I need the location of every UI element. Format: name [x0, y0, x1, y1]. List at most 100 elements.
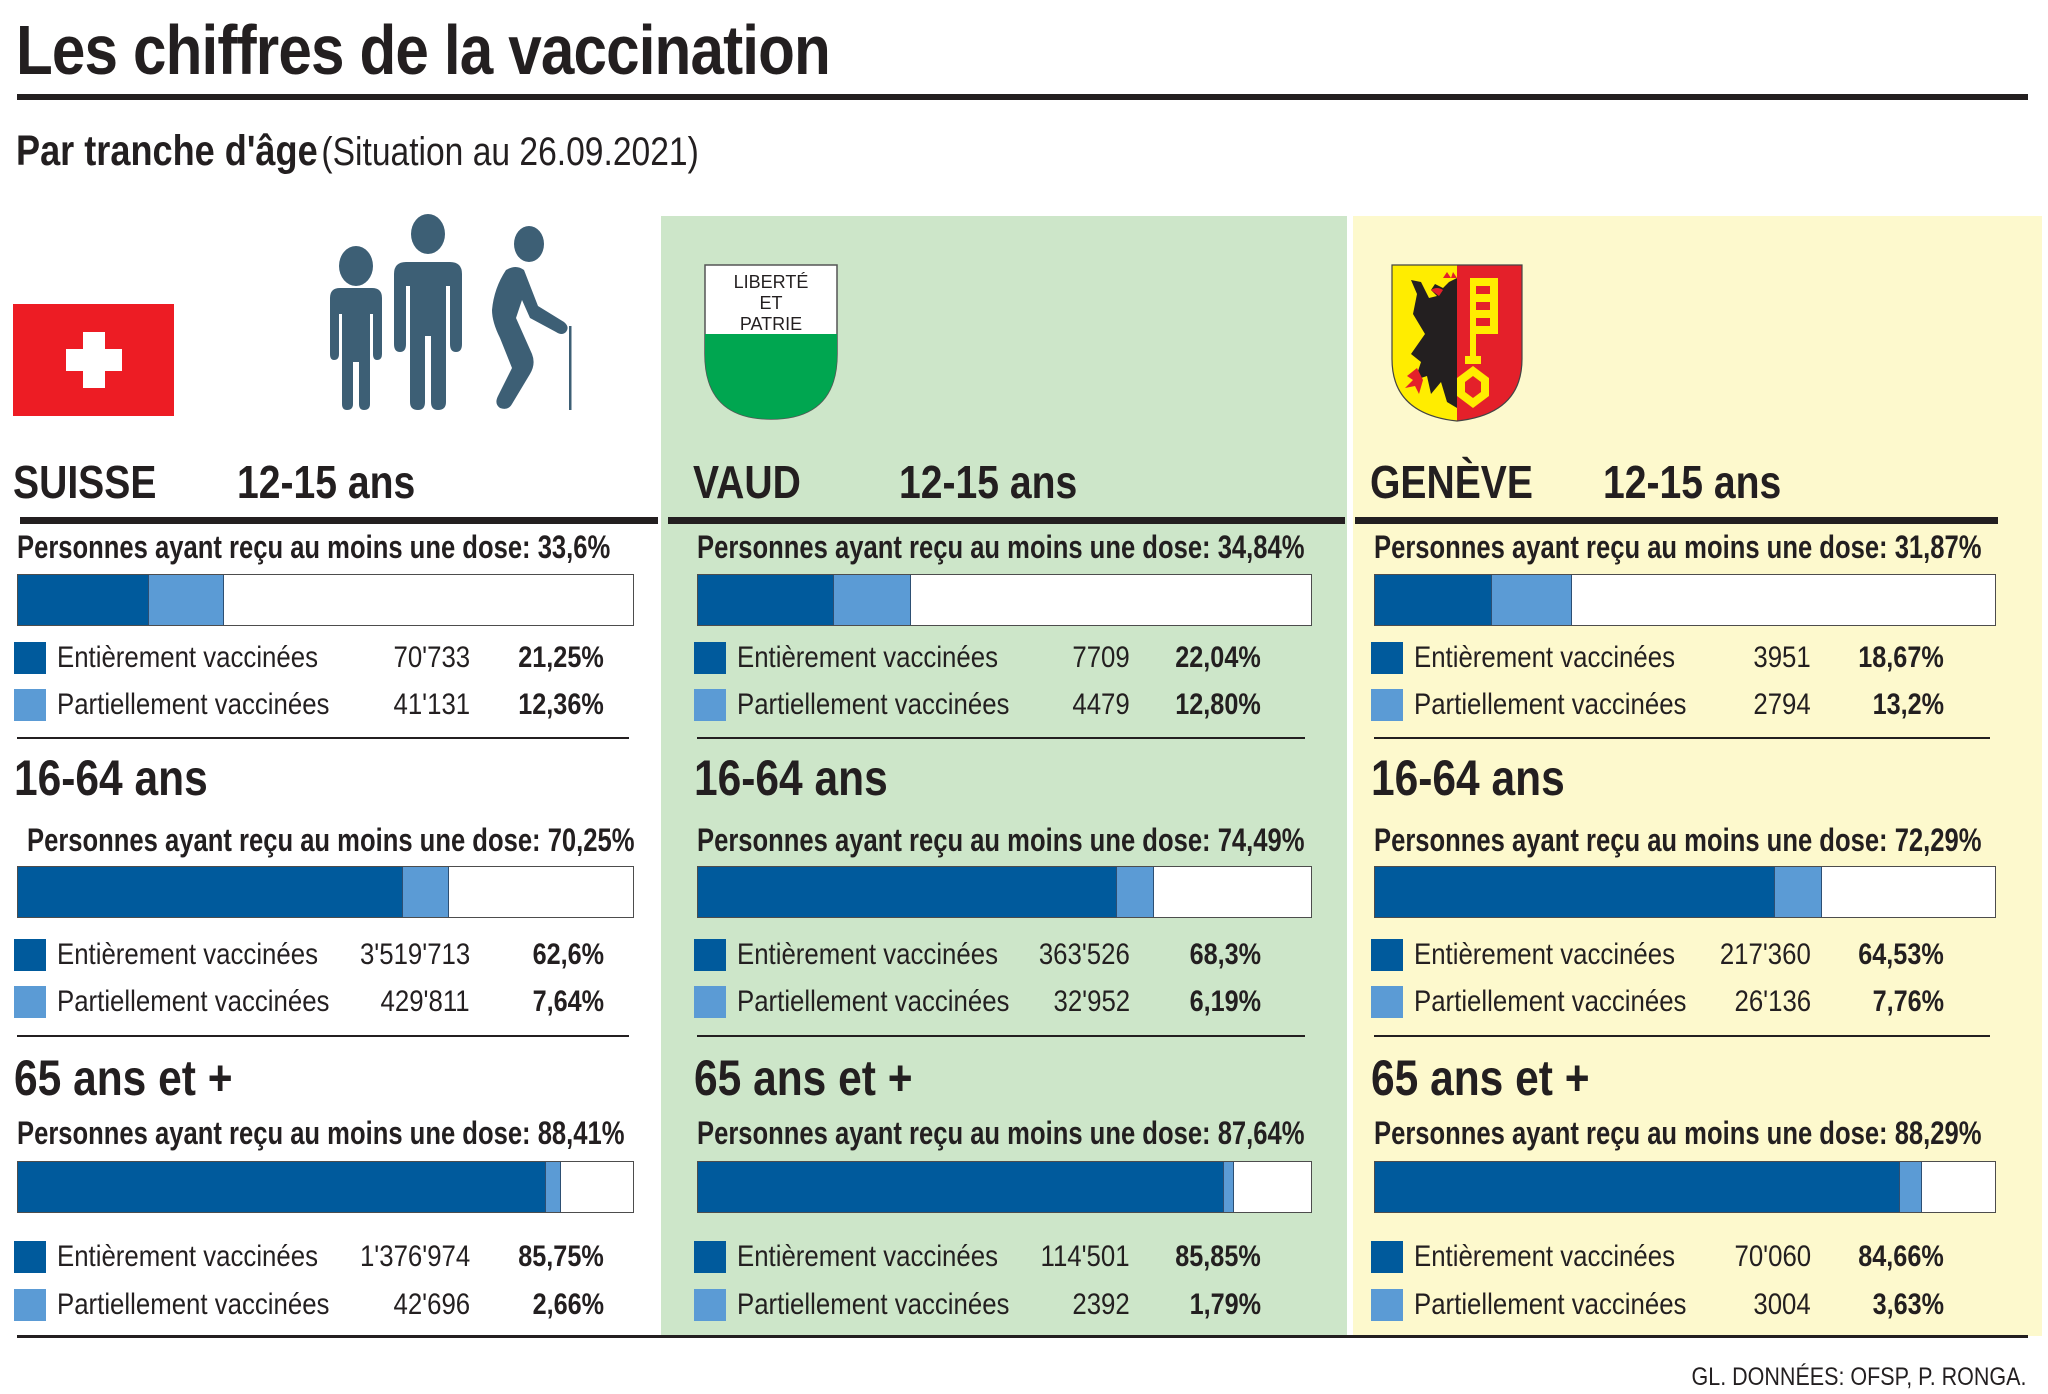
legend-row-partially-vaccinated: Partiellement vaccinées 42'696 2,66%: [14, 1285, 657, 1325]
legend-swatch-light-blue: [1371, 1289, 1403, 1321]
source-credit: GL. DONNÉES: OFSP, P. RONGA.: [1637, 1360, 2026, 1394]
legend-count-text: 3951: [1753, 641, 1811, 674]
legend-swatch-light-blue: [694, 986, 726, 1018]
geneve-coat-of-arms-icon: [1391, 264, 1523, 422]
legend-swatch-dark-blue: [694, 1241, 726, 1273]
vaud-shield-line-3: PATRIE: [740, 314, 802, 334]
region-column-geneve: GENÈVE 12-15 ans Personnes ayant reçu au m…: [1355, 0, 2026, 1392]
vaccination-bar: [697, 574, 1312, 626]
legend-percent-text: 1,79%: [1189, 1288, 1261, 1321]
legend-count-text: 70'060: [1734, 1240, 1811, 1273]
legend-percent: 62,6%: [404, 935, 604, 975]
vaccination-bar: [1374, 574, 1996, 626]
heading-rule: [1355, 517, 1998, 524]
legend-label: Entièrement vaccinées: [737, 638, 1041, 678]
at-least-one-dose-text: Personnes ayant reçu au moins une dose: …: [1374, 1115, 1982, 1151]
legend-count-text: 32'952: [1053, 985, 1130, 1018]
legend-percent: 64,53%: [1744, 935, 1944, 975]
legend-percent-text: 2,66%: [532, 1288, 604, 1321]
source-credit-text: GL. DONNÉES: OFSP, P. RONGA.: [1691, 1363, 2026, 1391]
legend-percent-text: 18,67%: [1858, 641, 1944, 674]
at-least-one-dose-text: Personnes ayant reçu au moins une dose: …: [17, 529, 611, 565]
region-name: SUISSE: [13, 456, 157, 508]
region-column-vaud: VAUD 12-15 ans Personnes ayant reçu au moi…: [668, 0, 1345, 1392]
age-group-label: 65 ans et +: [694, 1050, 913, 1106]
page-title: Les chiffres de la vaccination: [16, 10, 962, 90]
legend-percent: 2,66%: [404, 1285, 604, 1325]
at-least-one-dose-text: Personnes ayant reçu au moins une dose: …: [697, 822, 1305, 858]
vaccination-bar: [1374, 866, 1996, 918]
legend-row-partially-vaccinated: Partiellement vaccinées 41'131 12,36%: [14, 685, 657, 725]
group-divider: [1374, 737, 1990, 739]
legend-percent: 7,64%: [404, 982, 604, 1022]
legend-label-text: Partiellement vaccinées: [737, 1288, 1010, 1321]
age-group-label: 12-15 ans: [899, 456, 1078, 508]
region-heading: VAUD: [693, 452, 820, 512]
legend-label-text: Partiellement vaccinées: [1414, 985, 1687, 1018]
legend-label: Entièrement vaccinées: [1414, 1237, 1718, 1277]
legend-percent: 12,80%: [1061, 685, 1261, 725]
legend-count: 3'519'713: [270, 935, 470, 975]
legend-label-text: Entièrement vaccinées: [57, 1240, 319, 1273]
at-least-one-dose-label: Personnes ayant reçu au moins une dose: …: [1374, 527, 2048, 567]
at-least-one-dose-text: Personnes ayant reçu au moins une dose: …: [17, 1115, 625, 1151]
page-title-text: Les chiffres de la vaccination: [16, 11, 831, 89]
legend-percent: 7,76%: [1744, 982, 1944, 1022]
legend-count-text: 42'696: [393, 1288, 470, 1321]
bar-segment-fully-vaccinated: [1375, 575, 1491, 625]
legend-percent: 18,67%: [1744, 638, 1944, 678]
legend-percent-text: 84,66%: [1858, 1240, 1944, 1273]
vaccination-bar: [697, 866, 1312, 918]
legend-row-partially-vaccinated: Partiellement vaccinées 4479 12,80%: [694, 685, 1337, 725]
legend-count-text: 363'526: [1038, 938, 1130, 971]
legend-count-text: 4479: [1072, 688, 1130, 721]
legend-label-text: Partiellement vaccinées: [57, 688, 330, 721]
age-group-label: 16-64 ans: [694, 750, 888, 806]
legend-percent: 85,85%: [1061, 1237, 1261, 1277]
age-group-label: 16-64 ans: [14, 750, 208, 806]
legend-swatch-light-blue: [1371, 986, 1403, 1018]
legend-percent: 3,63%: [1744, 1285, 1944, 1325]
legend-row-fully-vaccinated: Entièrement vaccinées 70'060 84,66%: [1371, 1237, 2014, 1277]
legend-count-text: 3'519'713: [359, 938, 470, 971]
legend-row-partially-vaccinated: Partiellement vaccinées 2392 1,79%: [694, 1285, 1337, 1325]
vaccination-bar: [697, 1161, 1312, 1213]
legend-row-partially-vaccinated: Partiellement vaccinées 2794 13,2%: [1371, 685, 2014, 725]
legend-row-fully-vaccinated: Entièrement vaccinées 363'526 68,3%: [694, 935, 1337, 975]
legend-label-text: Partiellement vaccinées: [737, 985, 1010, 1018]
page-subtitle: Par tranche d'âge (Situation au 26.09.20…: [16, 126, 829, 186]
legend-label-text: Partiellement vaccinées: [1414, 688, 1687, 721]
bar-segment-partially-vaccinated: [148, 575, 225, 625]
legend-count-text: 3004: [1753, 1288, 1811, 1321]
legend-label-text: Partiellement vaccinées: [737, 688, 1010, 721]
legend-label: Entièrement vaccinées: [1414, 935, 1718, 975]
legend-label: Partiellement vaccinées: [57, 685, 374, 725]
age-group-title: 65 ans et +: [14, 1048, 271, 1108]
legend-percent: 6,19%: [1061, 982, 1261, 1022]
legend-row-partially-vaccinated: Partiellement vaccinées 3004 3,63%: [1371, 1285, 2014, 1325]
age-group-title: 16-64 ans: [14, 748, 242, 808]
bar-segment-fully-vaccinated: [1375, 1162, 1900, 1212]
legend-count-text: 70'733: [393, 641, 470, 674]
at-least-one-dose-text: Personnes ayant reçu au moins une dose: …: [1374, 529, 1982, 565]
at-least-one-dose-label: Personnes ayant reçu au moins une dose: …: [697, 820, 1456, 860]
at-least-one-dose-text: Personnes ayant reçu au moins une dose: …: [697, 529, 1305, 565]
legend-row-fully-vaccinated: Entièrement vaccinées 1'376'974 85,75%: [14, 1237, 657, 1277]
legend-label-text: Entièrement vaccinées: [57, 938, 319, 971]
legend-label: Partiellement vaccinées: [1414, 685, 1731, 725]
at-least-one-dose-text: Personnes ayant reçu au moins une dose: …: [697, 1115, 1305, 1151]
legend-label-text: Partiellement vaccinées: [57, 1288, 330, 1321]
legend-count: 70'060: [1611, 1237, 1811, 1277]
legend-label: Entièrement vaccinées: [737, 935, 1041, 975]
legend-swatch-dark-blue: [1371, 642, 1403, 674]
legend-count: 32'952: [930, 982, 1130, 1022]
bar-segment-partially-vaccinated: [1774, 867, 1823, 917]
bar-segment-fully-vaccinated: [18, 575, 149, 625]
bar-segment-partially-vaccinated: [402, 867, 450, 917]
legend-percent: 13,2%: [1744, 685, 1944, 725]
legend-label: Entièrement vaccinées: [1414, 638, 1718, 678]
legend-count: 3004: [1611, 1285, 1811, 1325]
legend-swatch-light-blue: [694, 1289, 726, 1321]
vaud-shield-line-1: LIBERTÉ: [734, 272, 809, 292]
at-least-one-dose-text: Personnes ayant reçu au moins une dose: …: [1374, 822, 1982, 858]
